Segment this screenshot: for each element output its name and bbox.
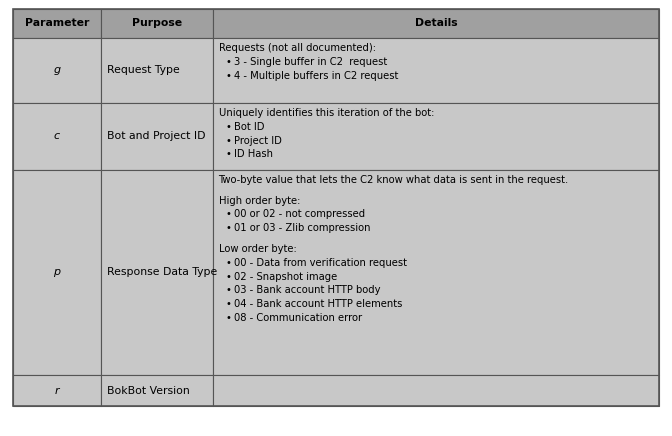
Text: •: •: [225, 150, 231, 159]
Text: •: •: [225, 272, 231, 282]
Text: Project ID: Project ID: [234, 136, 282, 146]
Text: •: •: [225, 209, 231, 219]
Text: BokBot Version: BokBot Version: [107, 386, 190, 395]
Text: 4 - Multiple buffers in C2 request: 4 - Multiple buffers in C2 request: [234, 71, 398, 81]
Text: 01 or 03 - Zlib compression: 01 or 03 - Zlib compression: [234, 223, 370, 233]
Bar: [13, 103, 101, 170]
Text: ID Hash: ID Hash: [234, 150, 273, 159]
Bar: [13, 9, 101, 38]
Bar: [101, 38, 214, 103]
Text: p: p: [53, 267, 60, 277]
Text: c: c: [54, 131, 60, 141]
Text: Requests (not all documented):: Requests (not all documented):: [218, 43, 376, 53]
Text: Purpose: Purpose: [132, 18, 182, 28]
Bar: [101, 375, 214, 406]
Text: 08 - Communication error: 08 - Communication error: [234, 313, 362, 323]
Text: g: g: [53, 65, 60, 75]
Text: •: •: [225, 313, 231, 323]
Text: Details: Details: [415, 18, 458, 28]
Bar: [13, 38, 101, 103]
Text: •: •: [225, 122, 231, 132]
Text: High order byte:: High order byte:: [218, 196, 300, 206]
Text: Parameter: Parameter: [25, 18, 89, 28]
Bar: [13, 170, 101, 375]
Text: 00 - Data from verification request: 00 - Data from verification request: [234, 258, 407, 268]
Text: •: •: [225, 71, 231, 81]
Bar: [101, 170, 214, 375]
Text: •: •: [225, 57, 231, 67]
Bar: [214, 375, 659, 406]
Text: Request Type: Request Type: [107, 65, 179, 75]
Text: Bot ID: Bot ID: [234, 122, 265, 132]
Bar: [214, 103, 659, 170]
Text: Uniquely identifies this iteration of the bot:: Uniquely identifies this iteration of th…: [218, 108, 434, 118]
Text: 04 - Bank account HTTP elements: 04 - Bank account HTTP elements: [234, 299, 403, 309]
Bar: [214, 38, 659, 103]
Bar: [101, 9, 214, 38]
Text: 03 - Bank account HTTP body: 03 - Bank account HTTP body: [234, 286, 380, 295]
Text: Two-byte value that lets the C2 know what data is sent in the request.: Two-byte value that lets the C2 know wha…: [218, 175, 569, 185]
Text: •: •: [225, 223, 231, 233]
Text: •: •: [225, 258, 231, 268]
Bar: [214, 9, 659, 38]
Text: 00 or 02 - not compressed: 00 or 02 - not compressed: [234, 209, 365, 219]
Bar: [214, 170, 659, 375]
Text: •: •: [225, 299, 231, 309]
Text: 02 - Snapshot image: 02 - Snapshot image: [234, 272, 337, 282]
Text: Low order byte:: Low order byte:: [218, 244, 296, 254]
Bar: [101, 103, 214, 170]
Text: 3 - Single buffer in C2  request: 3 - Single buffer in C2 request: [234, 57, 387, 67]
Text: r: r: [54, 386, 59, 395]
Text: Bot and Project ID: Bot and Project ID: [107, 131, 206, 141]
Text: •: •: [225, 136, 231, 146]
Bar: [13, 375, 101, 406]
Text: Response Data Type: Response Data Type: [107, 267, 217, 277]
Text: •: •: [225, 286, 231, 295]
